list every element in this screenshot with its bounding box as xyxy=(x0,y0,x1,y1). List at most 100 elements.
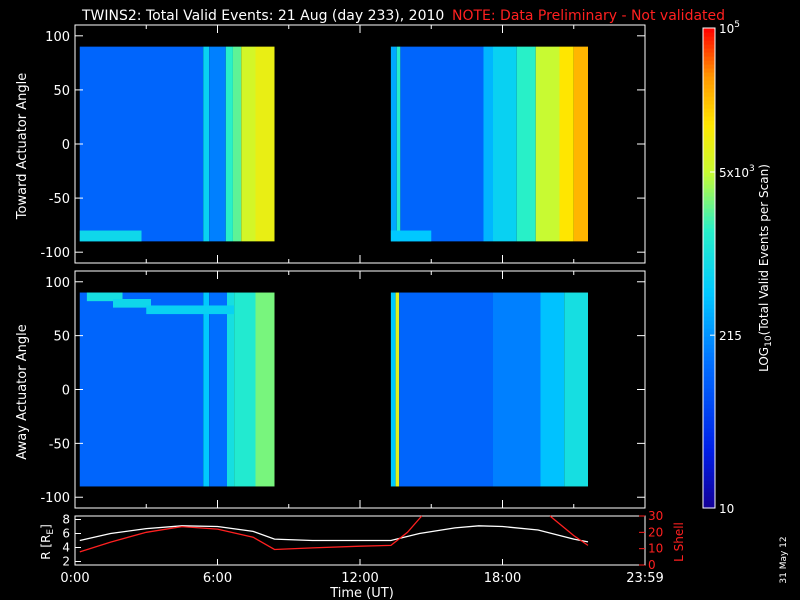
toward-column-0-0 xyxy=(79,46,204,242)
colorbar-cell xyxy=(703,452,715,457)
toward-column-1-0 xyxy=(390,46,397,242)
colorbar-cell xyxy=(703,64,715,69)
colorbar-tick-exp: 5 xyxy=(734,20,740,30)
l-shell-ytick-label: 30 xyxy=(648,509,663,523)
colorbar-cell xyxy=(703,92,715,97)
preliminary-note: NOTE: Data Preliminary - Not validated xyxy=(452,8,725,24)
away-column-1-5 xyxy=(564,292,588,487)
away-column-1-2 xyxy=(399,292,493,487)
ephemeris-lines xyxy=(79,515,589,553)
colorbar-cell xyxy=(703,48,715,53)
r-ytick-label: 2 xyxy=(62,555,70,569)
colorbar-tick-base: 215 xyxy=(719,329,742,343)
time-xtick-label: 0:00 xyxy=(60,571,89,586)
colorbar-cell xyxy=(703,424,715,429)
colorbar-cell xyxy=(703,180,715,185)
away-column-1-3 xyxy=(493,292,541,487)
colorbar-cell xyxy=(703,228,715,233)
colorbar-tick-base: 10 xyxy=(719,502,734,516)
colorbar-cell xyxy=(703,388,715,393)
colorbar-cell xyxy=(703,488,715,493)
away-y-ticks: 100 50 0 -50 -100 xyxy=(40,271,646,508)
colorbar-cell xyxy=(703,468,715,473)
colorbar-cell xyxy=(703,88,715,93)
toward-column-1-4 xyxy=(493,46,517,242)
colorbar-cell xyxy=(703,148,715,153)
colorbar-cell xyxy=(703,492,715,497)
colorbar-cell xyxy=(703,344,715,349)
colorbar-cell xyxy=(703,308,715,313)
away-heatmap-cells xyxy=(79,292,588,487)
colorbar-cell xyxy=(703,72,715,77)
colorbar-cell xyxy=(703,204,715,209)
toward-column-0-2 xyxy=(209,46,226,242)
colorbar-cell xyxy=(703,504,715,509)
colorbar-cell xyxy=(703,120,715,125)
colorbar-tick-base: 10 xyxy=(719,22,734,36)
time-axis-ticks: 0:00 6:00 12:00 18:00 23:59 xyxy=(60,559,664,586)
colorbar-label: LOG10(Total Valid Events per Scan) xyxy=(757,164,774,372)
colorbar-cell xyxy=(703,352,715,357)
colorbar-tick-label: 215 xyxy=(719,329,742,343)
colorbar-cell xyxy=(703,348,715,353)
colorbar-cell xyxy=(703,192,715,197)
r-ytick-label: 8 xyxy=(62,513,70,527)
away-column-1-0 xyxy=(390,292,396,487)
colorbar-cell xyxy=(703,392,715,397)
l-shell-ytick-label: 10 xyxy=(648,542,663,556)
date-stamp: 31 May 12 xyxy=(779,536,789,583)
colorbar-cell xyxy=(703,292,715,297)
r-ytick-label: 6 xyxy=(62,527,70,541)
time-xtick-label: 18:00 xyxy=(484,571,521,586)
away-column-0-3 xyxy=(227,292,235,487)
colorbar-cell xyxy=(703,164,715,169)
colorbar-cell xyxy=(703,280,715,285)
away-ytick-label: 100 xyxy=(45,276,70,291)
away-column-0-1 xyxy=(203,292,210,487)
colorbar-cell xyxy=(703,240,715,245)
colorbar-label-sub: 10 xyxy=(764,335,774,347)
colorbar-cell xyxy=(703,296,715,301)
toward-ytick-label: -100 xyxy=(40,246,70,261)
toward-column-0-4 xyxy=(232,46,242,242)
away-column-0-2 xyxy=(209,292,227,487)
colorbar-tick-label: 5x103 xyxy=(719,164,755,180)
away-column-0-4 xyxy=(234,292,256,487)
away-column-1-4 xyxy=(540,292,565,487)
colorbar-cell xyxy=(703,244,715,249)
ephemeris-series-1 xyxy=(79,515,423,553)
colorbar-cell xyxy=(703,440,715,445)
colorbar-cell xyxy=(703,184,715,189)
toward-column-1-5 xyxy=(516,46,536,242)
away-column-0-5 xyxy=(255,292,275,487)
colorbar-cell xyxy=(703,332,715,337)
away-column-1-1 xyxy=(395,292,400,487)
colorbar-cell xyxy=(703,196,715,201)
colorbar-cell xyxy=(703,32,715,37)
time-xtick-label: 12:00 xyxy=(341,571,378,586)
colorbar-cell xyxy=(703,96,715,101)
colorbar-cell xyxy=(703,152,715,157)
time-xtick-label: 23:59 xyxy=(626,571,663,586)
colorbar-cell xyxy=(703,368,715,373)
colorbar-cell xyxy=(703,144,715,149)
colorbar-tick-exp: 3 xyxy=(749,164,755,174)
colorbar-cell xyxy=(703,328,715,333)
colorbar-cell xyxy=(703,116,715,121)
colorbar-cell xyxy=(703,220,715,225)
colorbar-cell xyxy=(703,176,715,181)
toward-column-1-3 xyxy=(483,46,493,242)
colorbar-cell xyxy=(703,80,715,85)
colorbar-cell xyxy=(703,408,715,413)
colorbar-cell xyxy=(703,160,715,165)
colorbar-cell xyxy=(703,456,715,461)
r-axis-label-main: R [R xyxy=(39,535,53,560)
colorbar-cell xyxy=(703,364,715,369)
colorbar-tick-label: 10 xyxy=(719,502,734,516)
toward-column-0-6 xyxy=(255,46,275,242)
colorbar-cell xyxy=(703,312,715,317)
colorbar-cell xyxy=(703,248,715,253)
toward-column-1-1 xyxy=(396,46,401,242)
colorbar-tick-base: 5x10 xyxy=(719,166,749,180)
